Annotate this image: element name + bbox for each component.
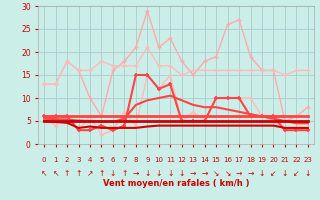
Text: ↑: ↑ [64,169,70,178]
Text: →: → [133,169,139,178]
Text: ↘: ↘ [213,169,219,178]
Text: ↓: ↓ [156,169,162,178]
X-axis label: Vent moyen/en rafales ( km/h ): Vent moyen/en rafales ( km/h ) [103,179,249,188]
Text: ↘: ↘ [224,169,231,178]
Text: ↓: ↓ [179,169,185,178]
Text: ↗: ↗ [87,169,93,178]
Text: ↓: ↓ [167,169,173,178]
Text: ↓: ↓ [282,169,288,178]
Text: ↓: ↓ [144,169,150,178]
Text: ↓: ↓ [259,169,265,178]
Text: →: → [202,169,208,178]
Text: ↙: ↙ [293,169,300,178]
Text: →: → [236,169,242,178]
Text: ↖: ↖ [41,169,47,178]
Text: ↓: ↓ [110,169,116,178]
Text: ↑: ↑ [75,169,82,178]
Text: →: → [247,169,254,178]
Text: ↖: ↖ [52,169,59,178]
Text: ↓: ↓ [305,169,311,178]
Text: →: → [190,169,196,178]
Text: ↑: ↑ [121,169,128,178]
Text: ↑: ↑ [98,169,105,178]
Text: ↙: ↙ [270,169,277,178]
